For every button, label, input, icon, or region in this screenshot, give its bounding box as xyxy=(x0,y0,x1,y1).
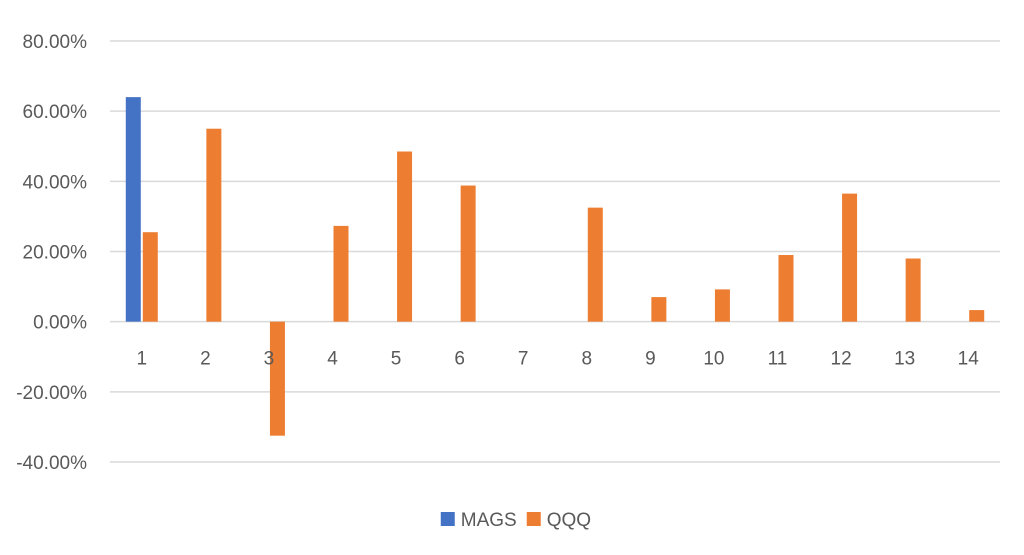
x-tick-label: 14 xyxy=(958,349,980,370)
x-tick-label: 11 xyxy=(768,349,788,370)
bar-qqq-2 xyxy=(206,128,222,322)
bar-qqq-1 xyxy=(142,232,158,322)
x-tick-label: 6 xyxy=(454,349,465,370)
y-tick-label: 40.00% xyxy=(23,172,88,193)
x-tick-label: 3 xyxy=(264,349,275,370)
legend-label-mags: MAGS xyxy=(461,510,517,531)
y-tick-label: 0.00% xyxy=(33,313,87,334)
x-tick-label: 8 xyxy=(581,349,592,370)
x-tick-label: 4 xyxy=(327,349,338,370)
y-tick-label: 20.00% xyxy=(23,243,88,264)
bar-qqq-14 xyxy=(969,310,985,322)
legend-swatch-qqq xyxy=(526,512,541,526)
x-tick-label: 12 xyxy=(831,349,852,370)
y-axis-tick-labels: 80.00% 60.00% 40.00% 20.00% 0.00% -20.00% -40.… xyxy=(16,32,87,474)
x-tick-label: 1 xyxy=(136,349,147,370)
bar-mags-1 xyxy=(125,97,141,322)
bar-qqq-10 xyxy=(714,289,730,322)
y-tick-label: 60.00% xyxy=(23,102,88,123)
bar-qqq-6 xyxy=(460,185,476,322)
x-tick-label: 13 xyxy=(894,349,915,370)
x-tick-label: 7 xyxy=(518,349,529,370)
bar-qqq-5 xyxy=(397,151,413,322)
bar-qqq-8 xyxy=(587,207,603,322)
legend-swatch-mags xyxy=(440,512,455,526)
bar-qqq-12 xyxy=(842,193,858,322)
x-tick-label: 10 xyxy=(703,349,724,370)
x-axis-tick-labels: 1 2 3 4 5 6 7 8 9 10 11 12 13 14 xyxy=(136,349,979,370)
y-tick-label: -20.00% xyxy=(16,383,87,404)
bar-qqq-11 xyxy=(778,255,794,322)
bar-qqq-4 xyxy=(333,225,349,322)
bar-qqq-3 xyxy=(269,321,285,436)
gridlines xyxy=(110,40,1000,463)
legend-label-qqq: QQQ xyxy=(547,510,591,531)
x-tick-label: 5 xyxy=(391,349,402,370)
bar-qqq-13 xyxy=(905,258,921,322)
bar-qqq-9 xyxy=(651,297,667,322)
y-tick-label: -40.00% xyxy=(16,453,87,474)
y-tick-label: 80.00% xyxy=(23,32,88,53)
bars xyxy=(125,97,985,436)
x-tick-label: 9 xyxy=(645,349,656,370)
legend: MAGS QQQ xyxy=(440,510,591,531)
x-tick-label: 2 xyxy=(200,349,211,370)
